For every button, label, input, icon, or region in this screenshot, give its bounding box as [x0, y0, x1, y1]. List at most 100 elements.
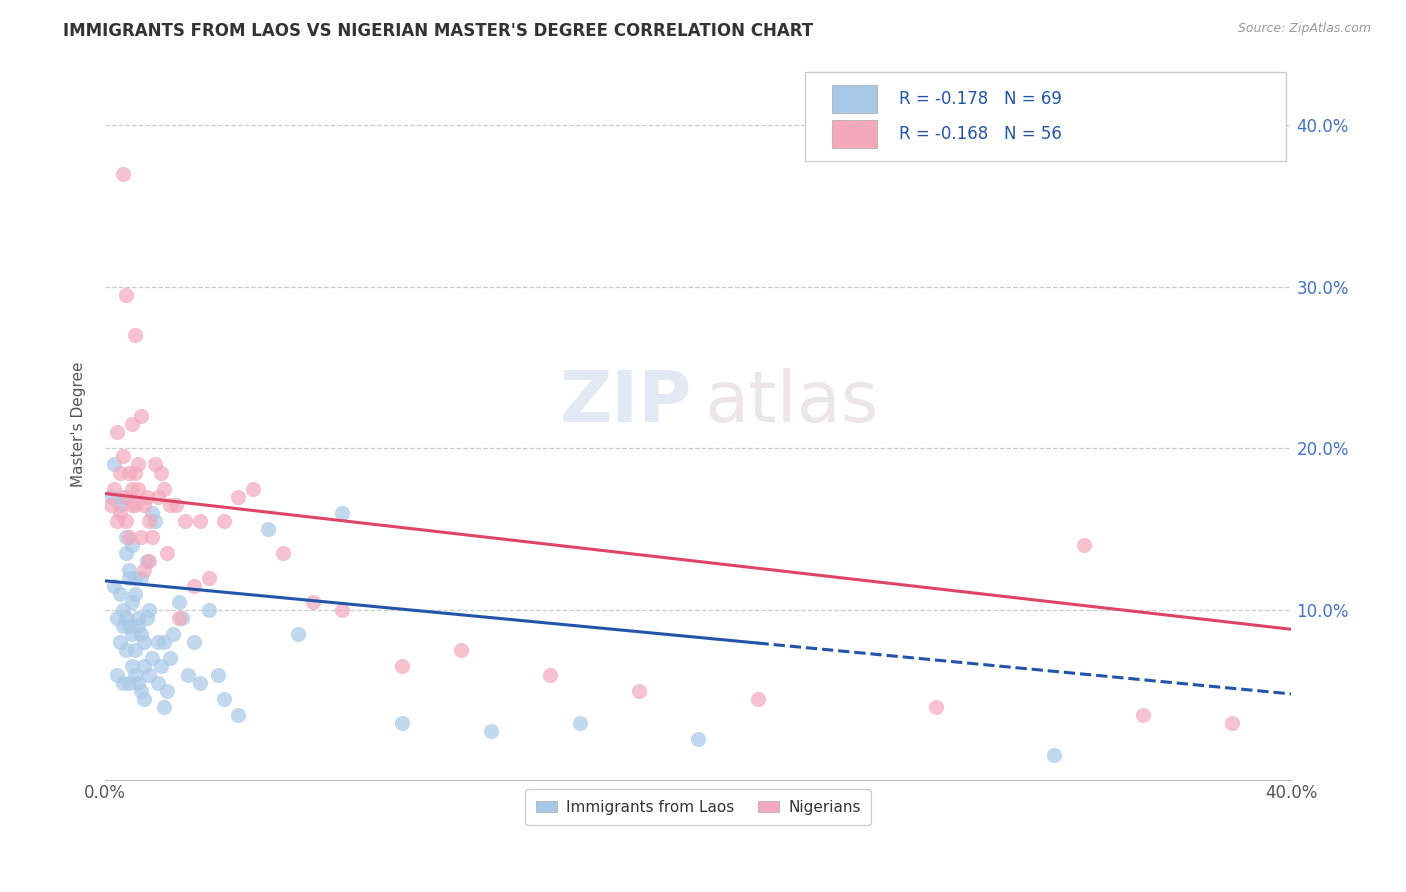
- Point: [141, 530, 163, 544]
- Point: [127, 611, 149, 625]
- Point: [103, 482, 125, 496]
- Point: [121, 659, 143, 673]
- Point: [118, 619, 141, 633]
- Point: [153, 635, 176, 649]
- FancyBboxPatch shape: [832, 120, 877, 148]
- Point: [172, 611, 194, 625]
- Point: [111, 167, 134, 181]
- Point: [100, 498, 122, 512]
- Point: [141, 651, 163, 665]
- Legend: Immigrants from Laos, Nigerians: Immigrants from Laos, Nigerians: [526, 789, 872, 825]
- Text: atlas: atlas: [704, 368, 879, 437]
- Point: [132, 562, 155, 576]
- Point: [121, 498, 143, 512]
- Point: [129, 683, 152, 698]
- Point: [124, 643, 146, 657]
- Point: [177, 667, 200, 681]
- Point: [207, 667, 229, 681]
- Point: [391, 716, 413, 731]
- Point: [135, 611, 157, 625]
- Point: [121, 482, 143, 496]
- Point: [111, 490, 134, 504]
- Point: [103, 458, 125, 472]
- Point: [287, 627, 309, 641]
- Point: [108, 506, 131, 520]
- Point: [118, 562, 141, 576]
- Point: [479, 724, 502, 739]
- Point: [111, 450, 134, 464]
- Point: [257, 522, 280, 536]
- Point: [121, 538, 143, 552]
- Point: [188, 514, 211, 528]
- Point: [127, 619, 149, 633]
- Point: [124, 571, 146, 585]
- Point: [108, 587, 131, 601]
- Point: [124, 466, 146, 480]
- Point: [100, 490, 122, 504]
- Point: [124, 587, 146, 601]
- Point: [212, 691, 235, 706]
- Point: [103, 579, 125, 593]
- FancyBboxPatch shape: [806, 72, 1285, 161]
- Point: [153, 699, 176, 714]
- Point: [148, 490, 170, 504]
- Point: [118, 530, 141, 544]
- Point: [183, 579, 205, 593]
- Point: [167, 595, 190, 609]
- Point: [188, 675, 211, 690]
- Point: [127, 458, 149, 472]
- Point: [212, 514, 235, 528]
- Point: [132, 635, 155, 649]
- Text: IMMIGRANTS FROM LAOS VS NIGERIAN MASTER'S DEGREE CORRELATION CHART: IMMIGRANTS FROM LAOS VS NIGERIAN MASTER'…: [63, 22, 814, 40]
- Point: [111, 675, 134, 690]
- Point: [135, 490, 157, 504]
- Point: [271, 546, 294, 560]
- Point: [145, 514, 167, 528]
- Point: [1073, 538, 1095, 552]
- Point: [118, 675, 141, 690]
- Point: [105, 667, 128, 681]
- Point: [165, 498, 187, 512]
- Point: [330, 506, 353, 520]
- Point: [156, 546, 179, 560]
- Point: [330, 603, 353, 617]
- Point: [924, 699, 946, 714]
- FancyBboxPatch shape: [832, 85, 877, 113]
- Point: [153, 482, 176, 496]
- Point: [127, 675, 149, 690]
- Point: [174, 514, 197, 528]
- Point: [114, 514, 136, 528]
- Text: Source: ZipAtlas.com: Source: ZipAtlas.com: [1237, 22, 1371, 36]
- Point: [450, 643, 472, 657]
- Point: [124, 498, 146, 512]
- Text: R = -0.178   N = 69: R = -0.178 N = 69: [898, 90, 1062, 108]
- Point: [150, 659, 173, 673]
- Point: [159, 651, 181, 665]
- Point: [568, 716, 591, 731]
- Point: [156, 683, 179, 698]
- Point: [162, 627, 184, 641]
- Point: [138, 514, 160, 528]
- Point: [138, 667, 160, 681]
- Point: [1220, 716, 1243, 731]
- Point: [111, 603, 134, 617]
- Point: [145, 458, 167, 472]
- Point: [118, 571, 141, 585]
- Point: [132, 659, 155, 673]
- Point: [538, 667, 561, 681]
- Point: [1043, 748, 1066, 763]
- Point: [150, 466, 173, 480]
- Point: [111, 619, 134, 633]
- Point: [228, 708, 250, 723]
- Point: [159, 498, 181, 512]
- Point: [105, 611, 128, 625]
- Point: [127, 482, 149, 496]
- Point: [747, 691, 769, 706]
- Point: [114, 643, 136, 657]
- Point: [105, 514, 128, 528]
- Point: [121, 417, 143, 431]
- Point: [121, 627, 143, 641]
- Point: [198, 603, 221, 617]
- Point: [114, 611, 136, 625]
- Point: [138, 554, 160, 568]
